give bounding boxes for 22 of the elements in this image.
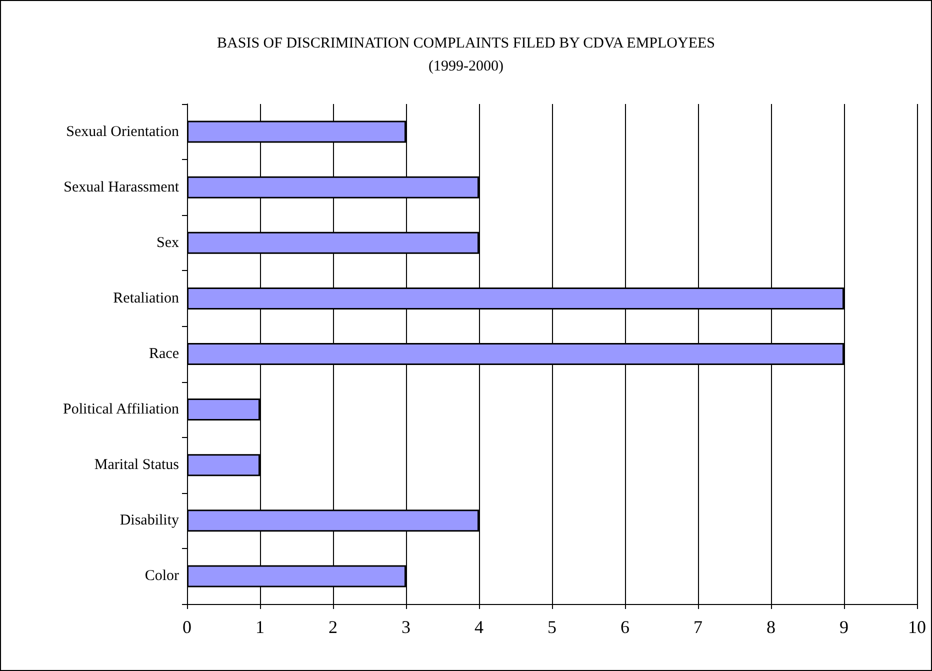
x-tick-label: 2 — [328, 617, 338, 637]
y-tick-label: Sexual Harassment — [64, 179, 180, 196]
x-tick-label: 7 — [694, 617, 702, 637]
x-tick-label: 6 — [620, 617, 630, 637]
chart-subtitle: (1999-2000) — [428, 58, 504, 74]
y-tick-label: Sex — [156, 234, 180, 251]
chart-title: BASIS OF DISCRIMINATION COMPLAINTS FILED BY CDVA EMPLOYEES — [217, 36, 715, 52]
y-tick-label: Race — [149, 346, 180, 362]
y-tick-label: Political Affiliation — [63, 402, 180, 418]
y-tick-label: Disability — [120, 512, 180, 529]
y-tick-label: Color — [144, 568, 179, 584]
x-tick-label: 8 — [766, 617, 776, 637]
y-tick-label: Sexual Orientation — [66, 124, 180, 140]
y-tick-label: Retaliation — [113, 290, 180, 306]
x-tick-label: 0 — [182, 617, 192, 637]
x-tick-label: 5 — [548, 617, 556, 637]
x-tick-label: 3 — [402, 617, 410, 637]
x-tick-label: 9 — [840, 617, 848, 637]
x-tick-label: 1 — [256, 617, 264, 637]
x-tick-label: 4 — [474, 617, 484, 637]
y-tick-label: Marital Status — [94, 457, 180, 474]
x-tick-label: 10 — [908, 617, 926, 637]
